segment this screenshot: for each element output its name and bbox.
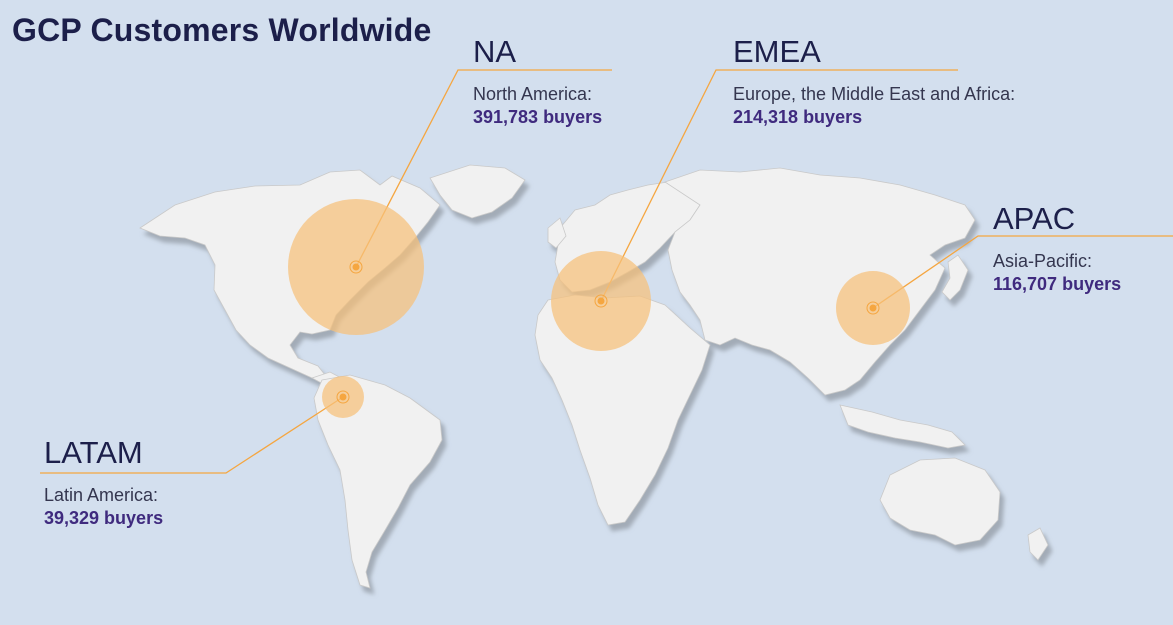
latam-marker-ring <box>336 390 350 404</box>
region-value: 391,783 buyers <box>473 107 603 127</box>
latam-leader-line <box>40 396 344 474</box>
region-label-na: NA North America: 391,783 buyers <box>473 36 713 129</box>
region-description: Europe, the Middle East and Africa: 214,… <box>733 83 1023 129</box>
leader-lines <box>40 69 1173 474</box>
region-value: 116,707 buyers <box>993 274 1122 294</box>
region-label-latam: LATAM Latin America: 39,329 buyers <box>44 437 264 530</box>
region-markers <box>336 260 880 404</box>
apac-marker-ring <box>866 301 880 315</box>
region-value: 39,329 buyers <box>44 508 164 528</box>
region-label-emea: EMEA Europe, the Middle East and Africa:… <box>733 36 1023 129</box>
greenland-land <box>429 164 526 219</box>
region-name: Europe, the Middle East and Africa: <box>733 84 1016 104</box>
region-code: NA <box>473 34 517 69</box>
south-america-land <box>313 374 443 589</box>
region-name: North America: <box>473 84 593 104</box>
region-name: Latin America: <box>44 485 159 505</box>
na-marker <box>352 263 360 271</box>
emea-leader-line <box>600 69 958 302</box>
australia-land <box>879 457 1001 546</box>
na-marker-ring <box>349 260 363 274</box>
na-leader-line <box>355 69 612 268</box>
map-title: GCP Customers Worldwide <box>12 12 432 48</box>
region-code: APAC <box>993 201 1076 236</box>
apac-leader-line <box>872 235 1173 309</box>
region-label-apac: APAC Asia-Pacific: 116,707 buyers <box>993 203 1168 296</box>
region-value: 214,318 buyers <box>733 107 863 127</box>
region-code: EMEA <box>733 34 821 69</box>
emea-marker-ring <box>594 294 608 308</box>
region-description: North America: 391,783 buyers <box>473 83 713 129</box>
southeast-asia-land <box>839 404 966 449</box>
latam-marker <box>339 393 347 401</box>
apac-marker <box>869 304 877 312</box>
region-name: Asia-Pacific: <box>993 251 1093 271</box>
africa-land <box>534 294 711 526</box>
asia-land <box>664 167 976 396</box>
region-description: Latin America: 39,329 buyers <box>44 484 264 530</box>
japan-land <box>941 254 969 301</box>
landmasses <box>139 164 1049 589</box>
new-zealand-land <box>1027 527 1049 561</box>
emea-marker <box>597 297 605 305</box>
uk-land <box>547 217 567 249</box>
region-description: Asia-Pacific: 116,707 buyers <box>993 250 1168 296</box>
region-code: LATAM <box>44 435 143 470</box>
